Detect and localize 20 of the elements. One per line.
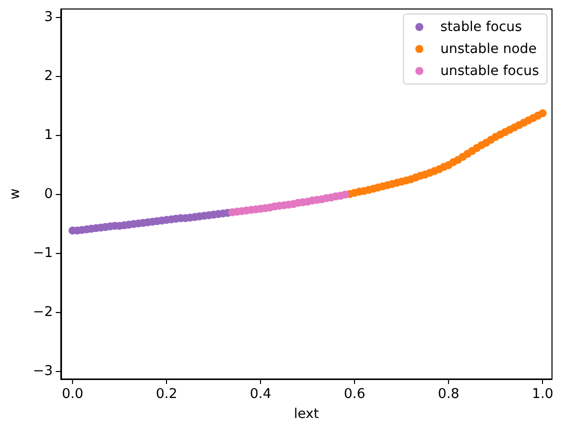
y-tick-label: 3	[44, 9, 53, 26]
x-tick-label: 0.6	[344, 386, 366, 402]
legend-label: unstable node	[440, 41, 537, 57]
y-axis-title: w	[7, 188, 23, 200]
legend-label: stable focus	[440, 19, 522, 35]
y-tick-label: 2	[44, 68, 53, 84]
y-tick-label: −2	[32, 304, 53, 320]
point	[341, 190, 350, 199]
y-tick-label: −3	[32, 362, 53, 379]
y-tick-label: −1	[32, 244, 53, 261]
x-tick-label: 0.4	[250, 386, 272, 402]
x-axis-title: lext	[294, 406, 319, 422]
x-tick-label: 0.2	[156, 386, 178, 402]
x-tick-label: 1.0	[532, 386, 554, 402]
point	[538, 109, 547, 118]
y-tick-label: 1	[44, 127, 53, 144]
x-tick-label: 0.8	[438, 386, 460, 402]
x-tick-label: 0.0	[62, 386, 84, 402]
legend-label: unstable focus	[440, 63, 540, 79]
y-tick-label: 0	[44, 186, 53, 202]
